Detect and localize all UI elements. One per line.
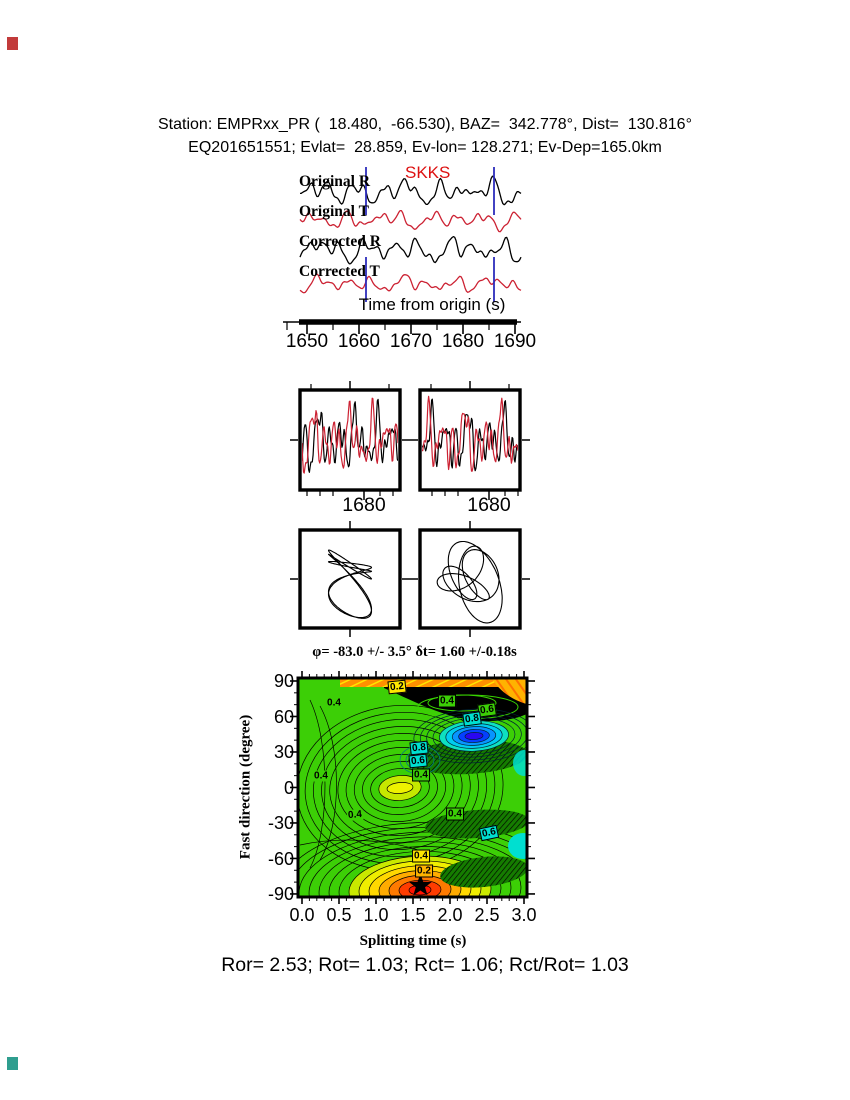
time-tick-label: 1670 [389, 331, 433, 352]
x-axis-title: Splitting time (s) [359, 933, 467, 949]
time-tick-label: 1650 [285, 331, 329, 352]
splitting-time-tick: 1.5 [400, 905, 426, 925]
header-line-2: EQ201651551; Evlat= 28.859, Ev-lon= 128.… [188, 139, 662, 156]
contour-title: φ= -83.0 +/- 3.5° δt= 1.60 +/-0.18s [312, 644, 517, 660]
waveform-panel [283, 167, 522, 334]
fast-direction-tick: 30 [273, 742, 294, 762]
trace-label-original-r: Original R [299, 173, 371, 190]
contour-level-label: 0.4 [412, 768, 430, 782]
contour-level-label: 0.4 [412, 849, 430, 863]
contour-level-label: 0.2 [387, 679, 407, 695]
splitting-time-tick: 1.0 [363, 905, 389, 925]
pair-tick-label: 1680 [342, 494, 386, 516]
contour-level-label: 0.6 [408, 753, 428, 769]
contour-level-label: 0.8 [462, 711, 482, 727]
fast-direction-tick: -90 [267, 884, 294, 904]
time-tick-label: 1690 [493, 331, 537, 352]
splitting-time-tick: 2.5 [474, 905, 500, 925]
fast-direction-tick: 0 [283, 777, 294, 798]
fast-direction-tick: -60 [267, 848, 294, 869]
splitting-time-tick: 0.0 [289, 905, 315, 925]
particle-motion-panel [290, 521, 530, 637]
stats-line: Ror= 2.53; Rot= 1.03; Rct= 1.06; Rct/Rot… [221, 954, 629, 976]
contour-level-label: 0.4 [346, 808, 364, 822]
trace-label-corrected-r: Corrected R [299, 233, 381, 250]
splitting-time-tick: 0.5 [326, 905, 352, 925]
time-tick-label: 1660 [337, 331, 381, 352]
contour-level-label: 0.4 [313, 770, 329, 782]
fast-direction-tick: 60 [273, 706, 294, 727]
splitting-time-tick: 3.0 [511, 905, 537, 925]
contour-level-label: 0.2 [415, 864, 433, 878]
contour-level-label: 0.4 [326, 697, 342, 709]
trace-label-original-t: Original T [299, 203, 369, 220]
scroll-marker-bottom [7, 1057, 18, 1070]
time-tick-label: 1680 [441, 331, 485, 352]
phase-label: SKKS [405, 163, 451, 182]
best-fit-star-icon [409, 873, 432, 896]
trace-label-corrected-t: Corrected T [299, 263, 380, 280]
fast-direction-tick: -30 [267, 813, 294, 833]
fast-direction-tick: 90 [273, 671, 294, 691]
header-line-1: Station: EMPRxx_PR ( 18.480, -66.530), B… [158, 116, 692, 133]
contour-level-label: 0.4 [446, 807, 464, 821]
scroll-marker-top [7, 37, 18, 50]
pair-tick-label: 1680 [467, 494, 511, 516]
time-axis-title: Time from origin (s) [358, 295, 506, 314]
waveform-pair-panel [290, 381, 530, 500]
splitting-time-tick: 2.0 [437, 905, 463, 925]
contour-level-label: 0.4 [438, 694, 456, 708]
